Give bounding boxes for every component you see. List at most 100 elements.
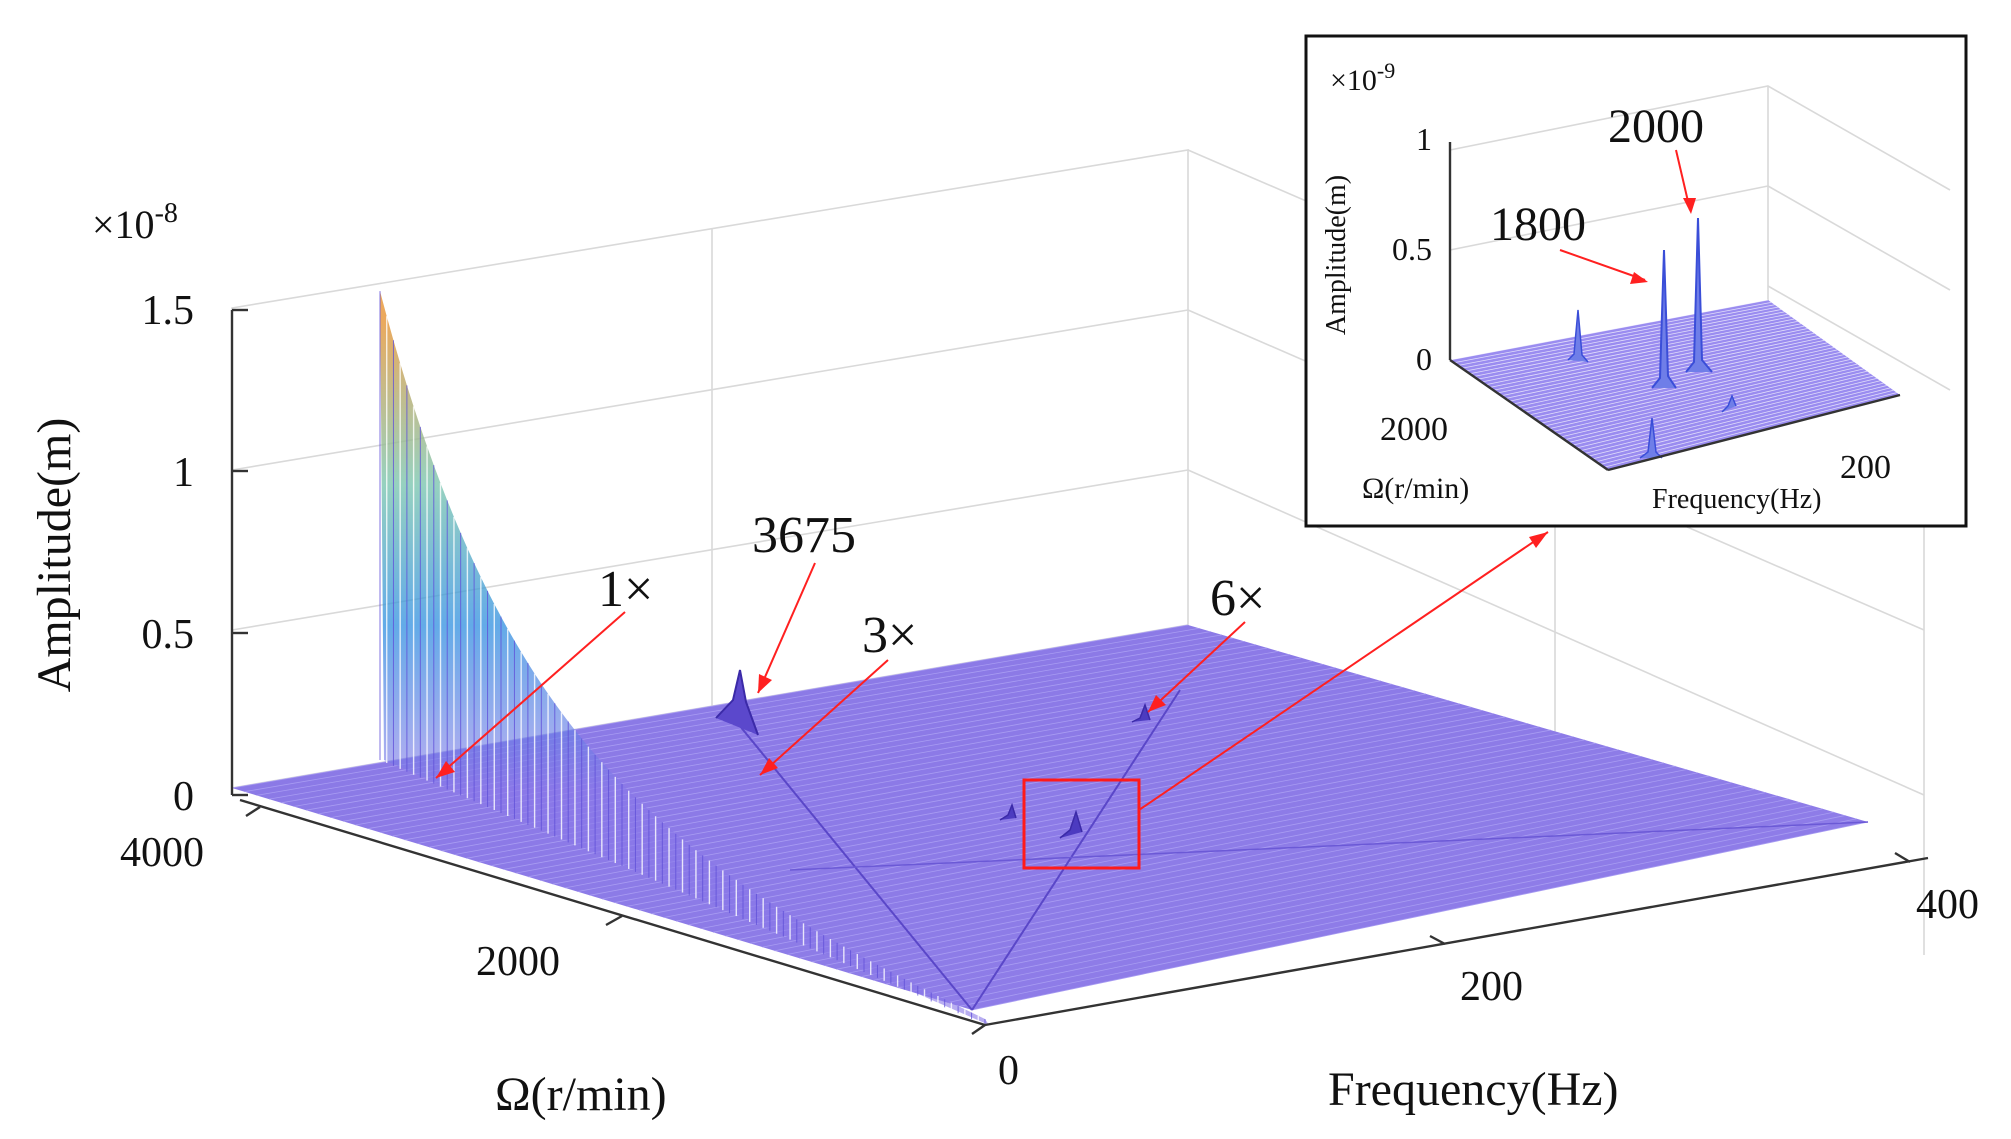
label-3675: 3675 [752,507,856,564]
z-tick-1: 1 [173,450,194,496]
ridge-1x-surface [380,291,989,1026]
floor-line [786,772,1699,955]
inset-floor-line [1524,344,1831,413]
inset-floor-line [1576,375,1874,449]
freq-tick-200: 200 [1460,964,1523,1010]
floor-line [959,818,1857,1007]
inset-floor-line [1489,323,1802,388]
floor-line [897,801,1801,989]
frequency-axis [984,856,1929,1027]
ridge-1x-waterfall-lines [379,291,986,1025]
inset-floor-line [1564,368,1864,441]
floor-line [922,808,1823,996]
peak-6x-c [999,802,1017,821]
z-exponent-label: ×10-8 [92,198,178,247]
inset-floor-line [1552,361,1854,432]
speed-tick-4000: 4000 [120,830,204,876]
label-1x: 1× [598,561,653,618]
floor-line [971,821,1869,1011]
inset-floor-line [1469,311,1785,375]
inset-floor-line [1568,370,1868,443]
inset-plot: ×10-9 1 0.5 0 Amplitude(m) 2000 Ω(r/min)… [1304,34,1968,528]
inset-label-2000: 2000 [1608,100,1704,153]
inset-floor-line [1497,328,1808,394]
inset-floor-line [1465,309,1782,372]
inset-floor-line [1588,382,1884,457]
inset-floor-line [1584,380,1881,454]
floor-line [860,792,1767,978]
inset-peak-small-a [1567,309,1589,363]
inset-floor-line [1477,316,1792,380]
peak-3675 [715,669,759,736]
inset-floor-line [1536,351,1841,421]
peak-6x-b [1059,809,1083,839]
floor-line [848,788,1755,974]
inset-floor-line [1449,299,1769,361]
floor-line [873,795,1778,981]
inset-floor-line [1473,313,1788,377]
floor-line [651,736,1574,915]
floor-line [836,785,1744,970]
inset-peak-small-c [1721,393,1737,413]
spectrum-floor [232,625,1868,1010]
freq-tick-0: 0 [998,1048,1019,1094]
inset-freq-title: Frequency(Hz) [1652,484,1821,515]
inset-z-tick-0: 0 [1416,341,1432,377]
inset-floor-line [1528,347,1835,416]
small-peaks [715,669,1151,839]
floor-line [934,811,1835,1000]
main-axes [230,308,1929,1035]
floor-line [663,739,1585,918]
floor-line [589,719,1517,896]
floor-line [811,778,1721,963]
inset-speed-title: Ω(r/min) [1362,472,1469,505]
inset-floor-line [1540,354,1844,424]
speed-axis-title: Ω(r/min) [495,1068,667,1121]
inset-z-tick-1: 1 [1416,121,1432,157]
floor-line [675,742,1597,922]
inset-z-tick-0.5: 0.5 [1392,231,1432,267]
order-line-6x [971,689,1181,1011]
inset-z-title: Amplitude(m) [1321,175,1352,335]
speed-axis [239,798,986,1027]
inset-floor-line [1457,304,1775,366]
inset-peak-2000 [1685,217,1713,373]
inset-peak-1800 [1651,249,1677,389]
floor-line [688,746,1608,926]
floor-line [947,815,1846,1003]
floor-line [799,775,1710,959]
floor-line [700,749,1619,929]
inset-floor-line [1517,339,1825,408]
inset-floor-line [1596,387,1891,463]
inset-peak-small-b [1639,417,1663,459]
floor-line [552,709,1483,885]
inset-exponent: ×10-9 [1330,58,1395,97]
inset-floor-line [1580,377,1877,452]
inset-floor-line [1556,363,1858,435]
inset-floor-line [1592,385,1887,460]
inset-freq-tick: 200 [1840,449,1891,486]
inset-speed-tick: 2000 [1380,411,1448,448]
floor-line [910,805,1812,992]
inset-floor-line [1485,320,1798,386]
label-6x: 6× [1210,570,1265,627]
z-tick-1.5: 1.5 [142,288,195,334]
inset-label-1800: 1800 [1490,198,1586,251]
inset-floor-line [1461,306,1778,369]
floor-line [626,729,1551,907]
floor-line [638,732,1563,911]
floor-line [725,755,1642,937]
peak-6x-a [1131,702,1151,723]
inset-floor-line [1532,349,1838,419]
z-tick-0.5: 0.5 [142,612,195,658]
freq-tick-400: 400 [1916,882,1979,928]
inset-floor-line [1560,366,1861,438]
inset-floor-line [1521,342,1828,410]
inset-floor-line [1453,301,1772,364]
inset-floor-line [1481,318,1795,383]
inset-floor-line [1544,356,1848,427]
z-tick-0: 0 [173,774,194,820]
floor-line [762,765,1676,948]
inset-floor-line [1501,330,1811,397]
